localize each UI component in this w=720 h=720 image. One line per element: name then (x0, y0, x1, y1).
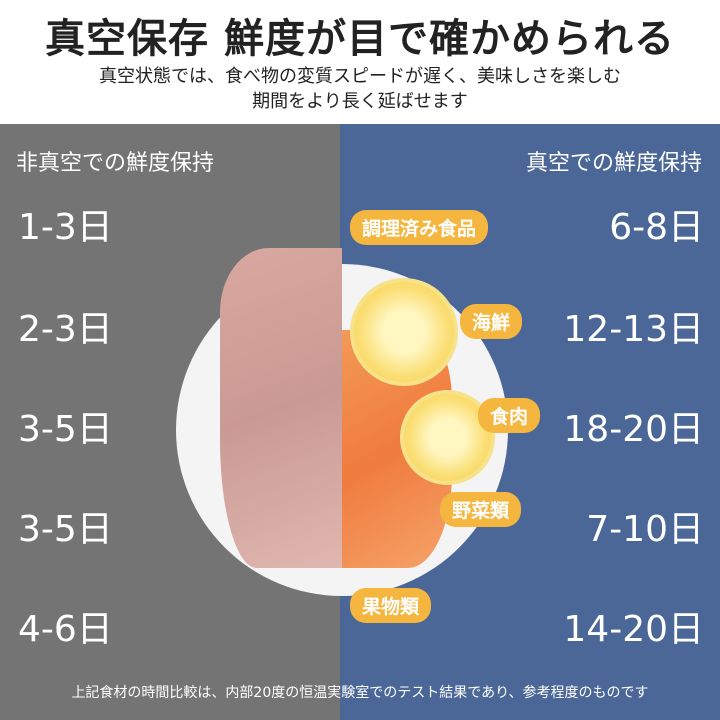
lemon-slice-image (400, 390, 495, 485)
category-label-cooked: 調理済み食品 (350, 210, 489, 245)
page-title: 真空保存 鮮度が目で確かめられる (45, 16, 675, 62)
subtitle-line1: 真空状態では、食べ物の変質スピードが遅く、美味しさを楽しむ (99, 66, 621, 87)
category-label-meat: 食肉 (478, 398, 541, 433)
category-label-fruits: 果物類 (350, 588, 432, 623)
non-vacuum-heading: 非真空での鮮度保持 (16, 151, 215, 176)
vacuum-value: 6-8日 (609, 207, 704, 248)
footnote: 上記食材の時間比較は、内部20度の恒温実験室でのテスト結果であり、参考程度のもの… (71, 685, 649, 701)
category-label-vegetables: 野菜類 (440, 492, 522, 527)
vacuum-value: 14-20日 (563, 609, 704, 650)
vacuum-value: 7-10日 (586, 509, 704, 550)
vacuum-value: 12-13日 (563, 309, 704, 350)
non-vacuum-value: 2-3日 (18, 309, 113, 350)
non-vacuum-value: 1-3日 (18, 207, 113, 248)
header: 真空保存 鮮度が目で確かめられる 真空状態では、食べ物の変質スピードが遅く、美味… (0, 0, 720, 124)
vacuum-heading: 真空での鮮度保持 (525, 151, 702, 176)
lemon-slice-image (350, 278, 458, 386)
fish-raw-image (220, 248, 342, 568)
non-vacuum-value: 3-5日 (18, 509, 113, 550)
vacuum-value: 18-20日 (563, 409, 704, 450)
non-vacuum-value: 3-5日 (18, 409, 113, 450)
subtitle-line2: 期間をより長く延ばせます (252, 91, 468, 112)
category-label-seafood: 海鮮 (460, 304, 523, 339)
non-vacuum-value: 4-6日 (18, 609, 113, 650)
